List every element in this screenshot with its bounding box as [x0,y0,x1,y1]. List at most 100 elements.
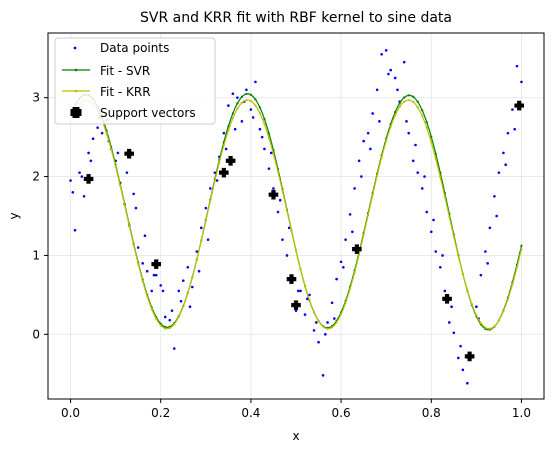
krr-fit-marker [186,292,189,295]
krr-fit-marker [484,326,487,329]
data-point [326,321,329,324]
data-point [459,344,462,348]
krr-fit-marker [128,224,131,227]
svr-fit-marker [398,101,401,105]
data-point [296,289,300,293]
data-point [258,127,262,131]
krr-fit-marker [110,147,113,151]
krr-fit-marker [159,324,162,327]
krr-fit-marker [344,301,347,305]
krr-fit-marker [146,295,149,298]
krr-fit-marker [285,209,289,213]
data-point [502,151,505,155]
krr-fit-marker [299,267,302,271]
data-point [389,68,392,72]
krr-fit-marker [443,195,446,198]
legend-item-data-points: Data points [73,41,169,55]
data-point [396,88,399,92]
data-point [366,131,370,135]
data-point [172,347,176,350]
x-tick-label: 0.0 [61,406,80,420]
data-point [285,254,289,257]
support-vector-marker [514,100,524,111]
data-point [357,159,361,163]
y-tick-label: 3 [32,91,40,105]
data-point [420,187,424,190]
data-point [152,273,156,277]
krr-fit-marker [213,179,216,183]
data-point [423,175,426,178]
data-point [186,265,190,269]
support-vector-marker [291,300,301,310]
data-point [466,381,469,385]
data-point [371,112,374,115]
data-point [411,159,415,163]
legend-marker-data-points [73,46,77,50]
data-point [89,159,93,163]
krr-fit-marker [430,141,433,144]
data-point [378,120,381,123]
data-point [213,171,217,174]
krr-fit-marker [290,229,293,233]
krr-fit-marker [321,325,325,328]
krr-fit-marker [236,107,239,110]
data-point [405,120,408,123]
data-point [269,151,273,155]
data-point [206,238,210,241]
krr-fit-marker [502,310,505,313]
data-point [339,260,343,264]
plot-border [47,32,545,400]
data-point [200,226,203,230]
data-point [87,151,90,155]
data-point [448,321,451,324]
data-point [222,131,226,135]
svr-fit-marker [231,112,234,115]
krr-fit-marker [218,161,221,164]
legend-label-svr: Fit - SVR [100,64,150,78]
krr-fit-marker [466,289,469,292]
krr-fit-marker [421,114,424,118]
data-point [342,265,345,269]
data-point [150,289,154,293]
data-point [362,139,365,143]
data-point [190,285,194,289]
krr-fit-marker [114,165,117,168]
data-point [188,305,192,309]
data-point [163,315,167,319]
support-vector-marker [225,155,236,166]
y-tick-label: 2 [32,170,40,184]
krr-fit-marker [254,104,257,107]
data-point [495,214,498,218]
data-point [486,262,489,265]
data-point [475,305,478,309]
krr-fit-marker [349,287,352,290]
krr-fit-marker [150,307,153,311]
support-vector-marker [219,167,229,178]
y-tick-label: 1 [32,248,40,262]
krr-fit-marker [389,125,392,128]
krr-fit-marker [272,152,275,155]
svr-fit-marker [434,152,437,155]
krr-fit-marker [398,105,401,108]
data-point [233,127,237,131]
data-point [484,250,487,253]
data-point [520,80,523,84]
data-point [513,127,516,131]
data-point [450,305,453,309]
data-point [443,289,447,293]
krr-fit-marker [520,247,523,251]
data-point [177,289,181,293]
svr-fit-marker [263,117,266,121]
krr-fit-marker [488,327,491,330]
krr-fit-marker [434,157,437,160]
svr-fit-marker [394,110,397,114]
support-vector-marker [124,148,134,159]
data-point [278,198,282,202]
data-point [134,206,138,210]
data-point [457,356,460,360]
data-point [511,108,514,111]
legend: Data points Fit - SVR Fit - KRR Support … [54,37,216,125]
data-point [438,265,442,269]
legend-box [54,37,216,125]
